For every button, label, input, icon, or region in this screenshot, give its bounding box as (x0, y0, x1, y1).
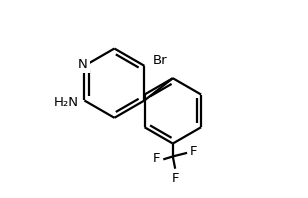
Text: F: F (190, 145, 197, 158)
Text: N: N (78, 58, 88, 71)
Text: Br: Br (152, 54, 167, 67)
Text: H₂N: H₂N (54, 96, 79, 109)
Text: F: F (153, 152, 161, 165)
Text: F: F (172, 172, 179, 185)
